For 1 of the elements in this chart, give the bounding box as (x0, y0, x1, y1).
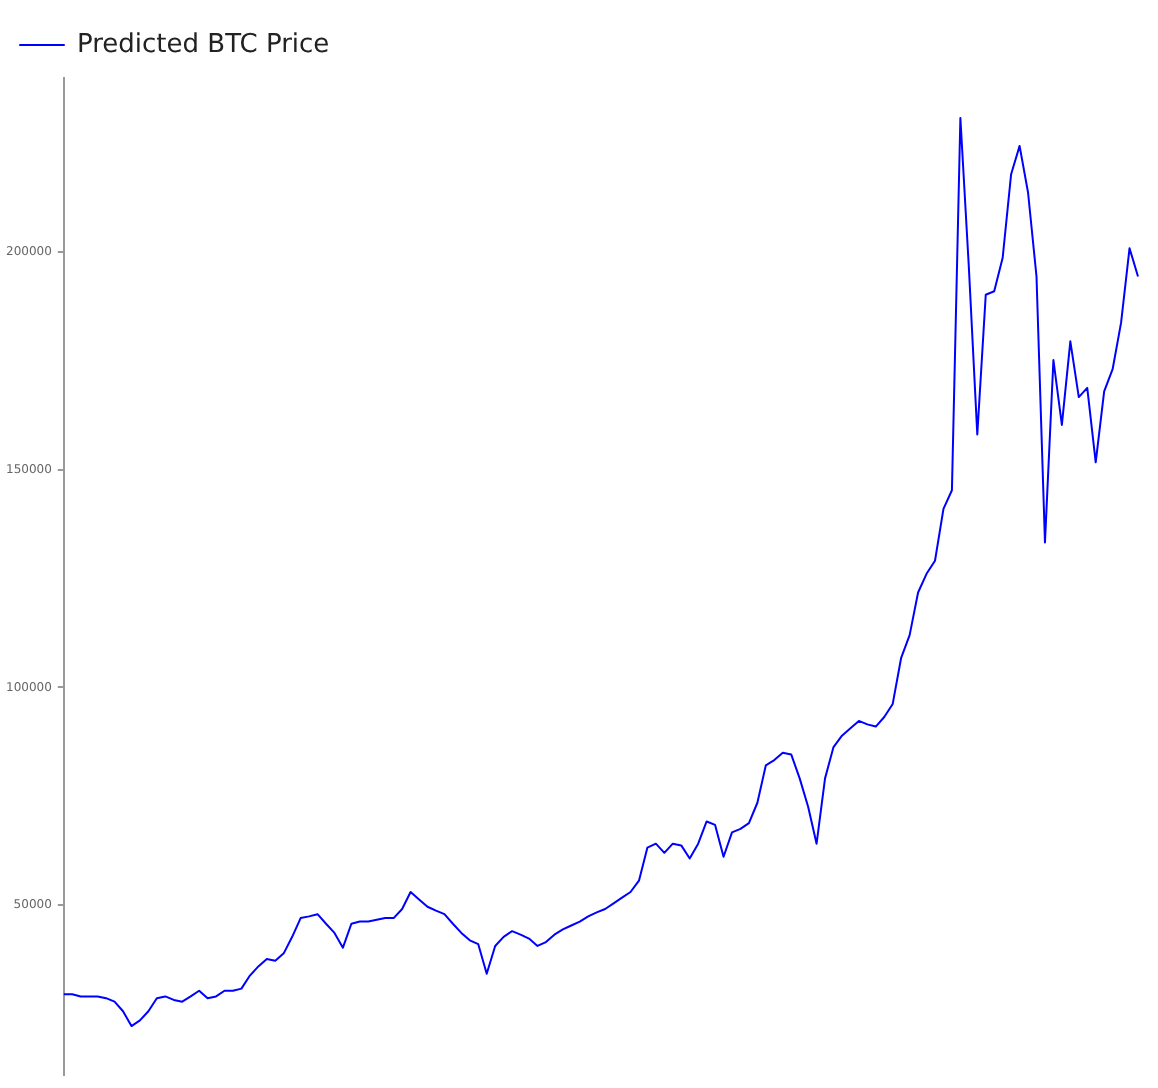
legend-label: Predicted BTC Price (77, 29, 330, 60)
